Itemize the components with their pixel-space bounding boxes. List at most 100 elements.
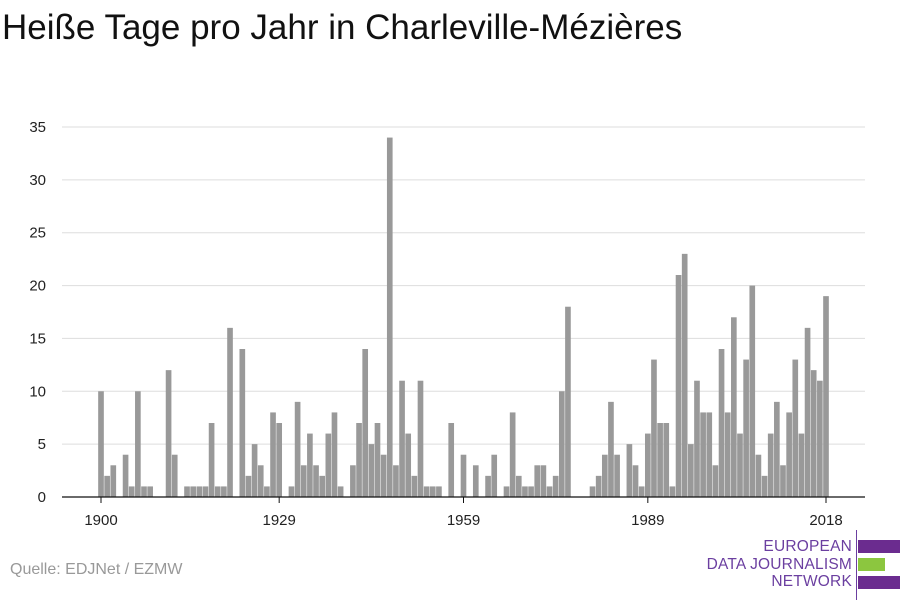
bar [135,391,141,497]
bar [325,433,332,497]
bar [429,486,436,497]
bar [817,380,823,497]
bar [417,380,424,497]
y-tick-label: 5 [38,436,46,453]
bar [147,486,153,497]
bar [724,412,731,497]
bar [221,486,227,497]
y-tick-label: 30 [29,172,46,189]
y-axis-ticks: 0 5 10 15 20 25 30 35 [29,119,46,506]
bar [558,391,565,497]
bar [214,486,221,497]
x-tick-label: 1989 [631,512,664,529]
bars [98,137,829,498]
bar [294,401,301,497]
bar [651,359,657,497]
x-tick-label: 1929 [262,512,295,529]
bar [202,486,209,497]
bar [595,475,602,497]
logo-text: EUROPEAN DATA JOURNALISM NETWORK [707,538,852,591]
bar [380,454,387,497]
bar [171,454,178,497]
bar [534,465,541,497]
bar [251,444,258,497]
bar [823,296,829,497]
bar [608,401,614,497]
bar [313,465,319,497]
x-tick-label: 1900 [84,512,117,529]
bar [368,444,375,497]
logo-bar-bottom [858,576,900,589]
bar [712,465,719,497]
bar [423,486,430,497]
bar [688,444,694,497]
y-tick-label: 10 [29,383,46,400]
bar [331,412,338,497]
bar [227,327,233,497]
logo-line-3: NETWORK [771,573,852,590]
source-note: Quelle: EDJNet / EZMW [10,561,183,578]
bar [491,454,498,497]
chart-title: Heiße Tage pro Jahr in Charleville-Méziè… [2,8,683,47]
bar [165,370,172,497]
bar [552,475,559,497]
bar [405,433,412,497]
bar [436,486,442,497]
logo-line-2: DATA JOURNALISM [706,555,852,573]
bar [190,486,196,497]
bar [798,433,805,497]
bar [98,391,104,497]
bar [245,475,252,497]
bar [386,137,393,498]
bar [786,412,792,497]
bar [208,423,215,497]
y-tick-label: 20 [29,278,46,295]
y-tick-label: 25 [29,225,46,242]
bar [718,349,725,497]
bar [264,486,270,497]
bar [804,327,811,497]
bar [681,253,688,497]
bar [122,454,129,497]
y-tick-label: 0 [38,489,46,506]
bar [601,454,608,497]
y-tick-label: 35 [29,119,46,136]
bar [700,412,706,497]
bar [257,465,264,497]
bar [239,349,246,497]
bar [184,486,190,497]
bar [503,486,510,497]
bar [276,423,283,497]
logo-bar-top [858,540,900,553]
bar [694,380,700,497]
y-tick-label: 15 [29,330,46,347]
bar [663,423,670,497]
bar [749,285,756,497]
bar [774,401,780,497]
bar [546,486,553,497]
bar [540,465,547,497]
bar [460,454,467,497]
bar [522,486,528,497]
bar [104,475,110,497]
logo-divider [856,530,857,600]
bar [589,486,596,497]
edjnet-logo: EUROPEAN DATA JOURNALISM NETWORK [700,530,900,600]
bar [393,465,399,497]
bar [448,423,455,497]
bar [399,380,405,497]
bar [644,433,651,497]
x-tick-label: 1959 [447,512,480,529]
bar [485,475,491,497]
bar [374,423,381,497]
bar [307,433,313,497]
bar [657,423,663,497]
bar [110,465,117,497]
bar [288,486,295,497]
bar [141,486,147,497]
bar [270,412,276,497]
bar [319,475,326,497]
bar [196,486,203,497]
bar [755,454,762,497]
bar [737,433,743,497]
